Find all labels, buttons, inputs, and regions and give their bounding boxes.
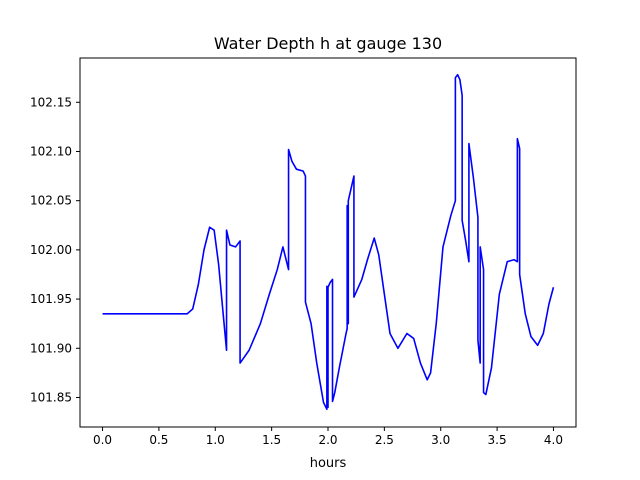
x-tick-label: 3.5 [488, 433, 507, 447]
y-tick-label: 101.95 [30, 292, 72, 306]
x-tick-label: 3.0 [431, 433, 450, 447]
x-tick-label: 1.5 [262, 433, 281, 447]
x-tick-label: 1.0 [206, 433, 225, 447]
y-tick-label: 102.15 [30, 95, 72, 109]
x-tick-label: 2.5 [375, 433, 394, 447]
y-axis-ticks: 101.85 101.90 101.95 102.00 102.05 102.10 102.… [30, 95, 80, 404]
series-line [102, 73, 555, 411]
x-axis-ticks: 0.0 0.5 1.0 1.5 2.0 2.5 3.0 3.5 4.0 [93, 427, 563, 447]
y-tick-label: 101.90 [30, 341, 72, 355]
x-tick-label: 2.0 [318, 433, 337, 447]
x-axis-label: hours [310, 456, 347, 471]
x-tick-label: 0.5 [149, 433, 168, 447]
series-layer [102, 73, 555, 411]
x-tick-label: 0.0 [93, 433, 112, 447]
y-tick-label: 102.10 [30, 144, 72, 158]
y-tick-label: 101.85 [30, 390, 72, 404]
plot-frame [79, 57, 577, 428]
y-tick-label: 102.05 [30, 194, 72, 208]
x-tick-label: 4.0 [544, 433, 563, 447]
chart-title: Water Depth h at gauge 130 [214, 34, 442, 53]
y-tick-label: 102.00 [30, 243, 72, 257]
